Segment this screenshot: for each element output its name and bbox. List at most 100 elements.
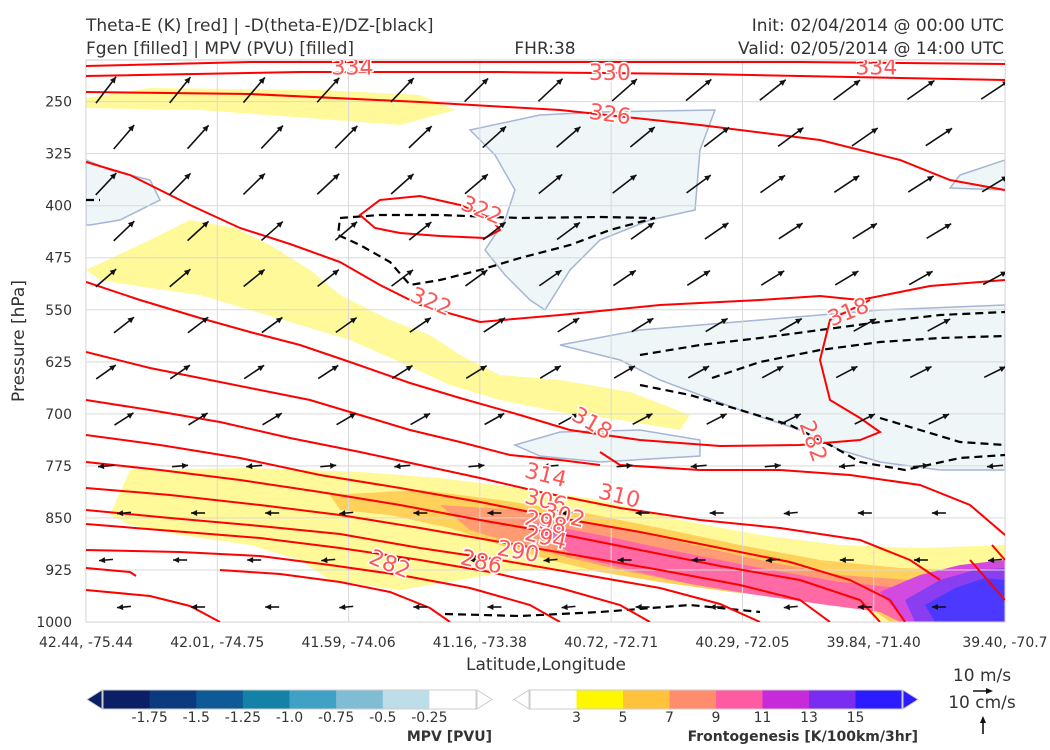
wind-vector-head: [628, 365, 635, 372]
wind-vector-head: [796, 127, 804, 134]
wind-vector-head: [499, 222, 506, 229]
wind-vector-head: [702, 366, 710, 372]
wind-vector-head: [719, 413, 727, 420]
wind-vector-head: [407, 174, 414, 181]
wind-vector-head: [645, 413, 653, 420]
wind-vector-head: [126, 412, 134, 419]
theta-e-contour: [86, 61, 1005, 67]
wind-vector-head: [481, 78, 489, 85]
wind-vector-head: [332, 269, 339, 276]
colorbar-extend-right: [902, 689, 919, 710]
wind-vector-head: [331, 365, 339, 372]
wind-vector-head: [109, 269, 117, 276]
wind-vector-head: [246, 463, 253, 470]
theta-e-contour: [86, 461, 881, 622]
colorbar-frame: [529, 689, 903, 710]
theta-e-contour: [86, 523, 651, 622]
wind-ref-vertical-arrowhead: [980, 716, 986, 723]
wind-vector-head: [931, 510, 938, 516]
x-tick-label: 42.44, -75.44: [39, 635, 133, 651]
x-tick-label: 42.01, -74.75: [170, 635, 264, 651]
dthetae-contour: [711, 334, 1005, 380]
colorbar-tick-label: -0.75: [318, 710, 354, 726]
wind-vector-head: [497, 413, 505, 420]
wind-vector-head: [853, 80, 861, 87]
mpv-colorbar-label: MPV [PVU]: [407, 729, 492, 745]
colorbar-frame: [102, 689, 477, 710]
mpv-region-mid: [512, 429, 701, 463]
wind-vector-head: [350, 221, 358, 228]
wind-vector-head: [543, 557, 550, 564]
wind-vector-head: [413, 604, 420, 610]
theta-e-contour: [599, 451, 1005, 536]
y-tick-label: 475: [45, 251, 72, 267]
title-line-1: Theta-E (K) [red] | -D(theta-E)/DZ-[blac…: [85, 16, 434, 36]
wind-vector-head: [424, 317, 431, 324]
wind-vector-head: [258, 269, 265, 276]
wind-vector-head: [690, 463, 697, 470]
wind-vector-head: [542, 463, 549, 470]
wind-vector-head: [183, 365, 190, 372]
wind-vector-head: [925, 271, 933, 277]
wind-vector-head: [943, 318, 951, 325]
mpv-region-upper: [468, 109, 717, 312]
wind-vector-head: [556, 78, 563, 86]
wind-vector-head: [945, 128, 953, 135]
theta-e-contour: [969, 544, 1005, 601]
theta-e-label: 334: [332, 55, 374, 80]
wind-vector-head: [704, 175, 711, 182]
wind-vector-head: [183, 269, 191, 276]
theta-e-contour: [86, 589, 221, 622]
wind-vector-head: [181, 462, 189, 469]
colorbar-swatch: [103, 690, 151, 709]
wind-vector-head: [265, 604, 272, 610]
wind-vector-head: [406, 269, 414, 276]
wind-vector-head: [635, 604, 642, 610]
wind-vector-head: [926, 175, 934, 182]
theta-e-contour: [86, 434, 906, 622]
wind-reference-key: 10 m/s 10 cm/s: [948, 666, 1016, 734]
colorbar-tick-label: 9: [712, 710, 721, 726]
colorbar-swatch: [623, 690, 670, 709]
fgen-level-3: [86, 220, 690, 430]
theta-e-label: 326: [587, 100, 632, 131]
wind-vector-head: [626, 462, 633, 469]
theta-e-contour: [86, 399, 941, 581]
theta-e-contour: [86, 567, 451, 622]
fgen-colorbar: 3 5 7 9 11 13 15 Frontogenesis [K/100km/3hr]: [513, 689, 919, 745]
theta-e-contour: [358, 194, 502, 240]
wind-vector-head: [851, 271, 859, 277]
wind-vector-head: [109, 76, 117, 84]
wind-vector-head: [869, 318, 876, 325]
wind-ref-horizontal-label: 10 m/s: [953, 666, 1011, 686]
wind-vector-head: [617, 557, 624, 563]
colorbar-tick-label: 3: [572, 710, 581, 726]
wind-vector-head: [857, 510, 864, 516]
wind-vector-head: [117, 604, 124, 611]
colorbar-tick-label: -1.0: [276, 710, 303, 726]
colorbar-swatch: [762, 690, 810, 709]
colorbar-tick-label: -0.5: [369, 710, 396, 726]
colorbar-swatch: [336, 690, 384, 709]
wind-vector-head: [481, 174, 488, 181]
wind-vector-head: [850, 366, 858, 372]
wind-vector-head: [184, 77, 191, 84]
colorbar-swatch: [382, 690, 430, 709]
wind-vector-head: [573, 126, 581, 133]
wind-vector-head: [852, 175, 860, 182]
mpv-colorbar: -1.75 -1.5 -1.25 -1.0 -0.75 -0.5 -0.25 MPV [PV…: [86, 689, 493, 745]
y-tick-label: 250: [45, 95, 72, 111]
wind-vector-head: [777, 270, 785, 277]
wind-vector-head: [321, 557, 328, 564]
wind-vector-head: [478, 462, 485, 469]
wind-vector-head: [173, 557, 180, 563]
theta-e-contour: [86, 487, 831, 622]
wind-vector-head: [783, 510, 791, 517]
wind-vector-head: [839, 557, 846, 563]
y-tick-label: 325: [45, 147, 72, 163]
colorbar-extend-left: [86, 689, 103, 710]
theta-e-contour: [86, 509, 761, 622]
colorbar-tick-label: 13: [800, 710, 818, 726]
x-tick-label: 39.84, -71.40: [827, 635, 921, 651]
